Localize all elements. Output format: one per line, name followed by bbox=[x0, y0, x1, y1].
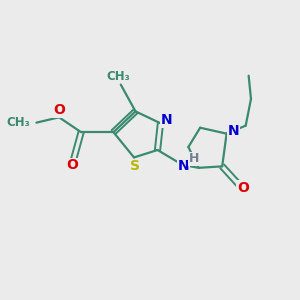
Text: O: O bbox=[66, 158, 78, 172]
Text: N: N bbox=[178, 159, 190, 173]
Text: CH₃: CH₃ bbox=[106, 70, 130, 83]
Text: N: N bbox=[227, 124, 239, 138]
Text: H: H bbox=[188, 152, 199, 165]
Text: O: O bbox=[53, 103, 65, 117]
Text: N: N bbox=[160, 113, 172, 127]
Text: CH₃: CH₃ bbox=[7, 116, 31, 129]
Text: S: S bbox=[130, 159, 140, 173]
Text: O: O bbox=[237, 181, 249, 195]
